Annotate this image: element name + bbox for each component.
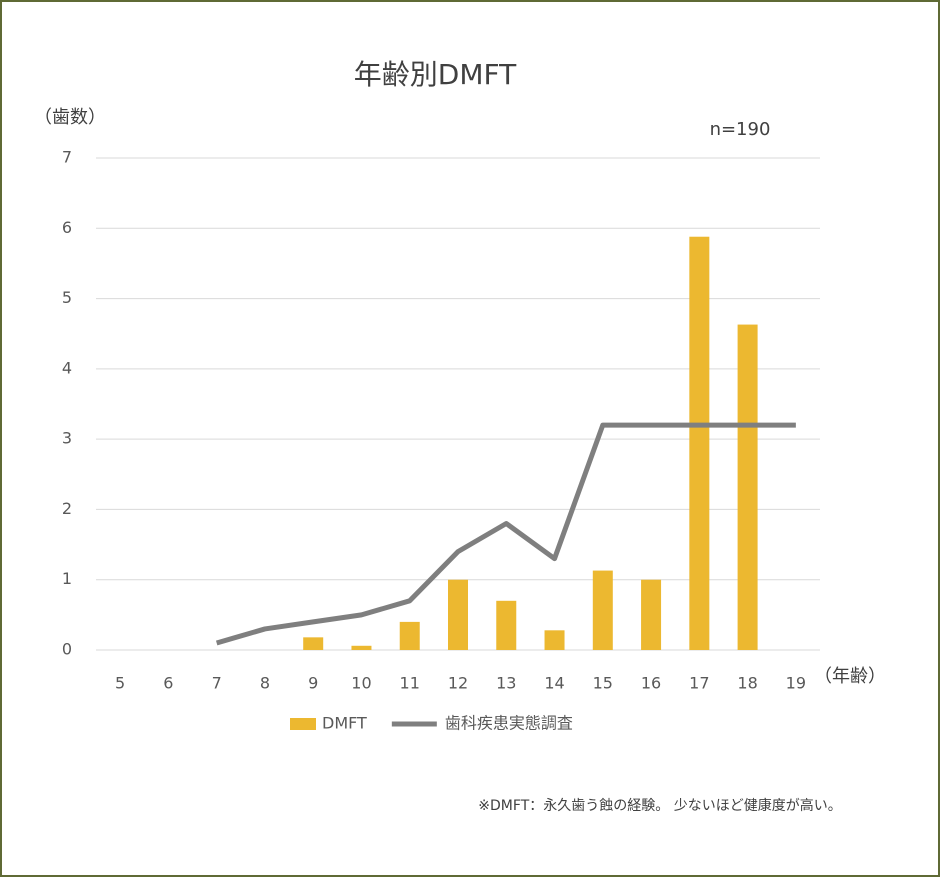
- x-tick-label: 18: [737, 674, 757, 693]
- x-tick-label: 16: [641, 674, 661, 693]
- y-tick-label: 7: [62, 148, 72, 167]
- bar: [689, 236, 710, 650]
- x-tick-label: 5: [115, 674, 125, 693]
- chart-title: 年齢別DMFT: [354, 58, 517, 91]
- bar: [399, 621, 420, 650]
- x-tick-label: 8: [260, 674, 270, 693]
- bar: [303, 637, 324, 650]
- legend-label: 歯科疾患実態調査: [445, 714, 573, 733]
- y-tick-label: 5: [62, 288, 72, 307]
- bar: [641, 579, 662, 650]
- x-tick-label: 13: [496, 674, 516, 693]
- y-tick-label: 3: [62, 429, 72, 448]
- bar: [496, 600, 517, 650]
- legend-swatch: [290, 718, 316, 730]
- note: ※DMFT：永久歯う蝕の経験。 少ないほど健康度が高い。: [478, 797, 841, 814]
- y-tick-label: 0: [62, 640, 72, 659]
- legend-label: DMFT: [322, 714, 367, 733]
- x-tick-label: 12: [448, 674, 468, 693]
- x-tick-label: 10: [351, 674, 371, 693]
- y-tick-label: 4: [62, 358, 72, 377]
- bar: [448, 579, 468, 650]
- y-axis-label: （歯数）: [34, 107, 106, 128]
- y-tick-label: 2: [62, 499, 72, 518]
- bar: [544, 630, 565, 650]
- x-tick-label: 17: [689, 674, 709, 693]
- x-axis-label: （年齢）: [814, 666, 886, 687]
- bar: [737, 324, 758, 650]
- x-tick-label: 7: [212, 674, 222, 693]
- annotation: n=190: [710, 119, 771, 140]
- x-tick-label: 9: [308, 674, 318, 693]
- x-tick-label: 15: [593, 674, 613, 693]
- x-tick-label: 19: [786, 674, 806, 693]
- y-tick-label: 6: [62, 218, 72, 237]
- x-tick-label: 14: [544, 674, 564, 693]
- bar: [351, 645, 372, 650]
- line: [215, 422, 796, 646]
- x-tick-label: 11: [400, 674, 420, 693]
- y-tick-label: 1: [62, 569, 72, 588]
- x-tick-label: 6: [163, 674, 173, 693]
- bar: [592, 570, 613, 650]
